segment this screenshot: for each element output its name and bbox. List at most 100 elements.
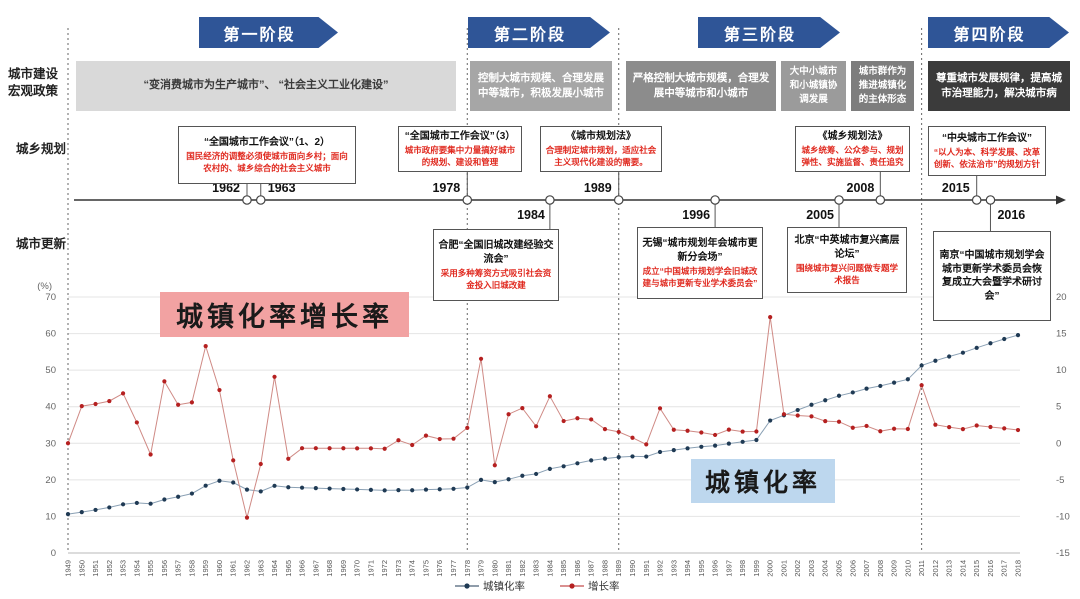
svg-text:1972: 1972	[380, 560, 389, 577]
svg-text:15: 15	[1056, 329, 1067, 340]
svg-text:1964: 1964	[270, 560, 279, 577]
policy-box-phase4: 尊重城市发展规律，提高城市治理能力，解决城市病	[928, 61, 1070, 111]
svg-text:1952: 1952	[105, 560, 114, 577]
phase-banner-1: 第一阶段	[199, 17, 338, 48]
svg-text:2005: 2005	[806, 208, 834, 222]
svg-text:1963: 1963	[268, 181, 296, 195]
svg-text:1955: 1955	[146, 560, 155, 577]
svg-text:1987: 1987	[587, 560, 596, 577]
phase-1-label: 第一阶段	[223, 26, 296, 44]
svg-text:0: 0	[1056, 438, 1061, 449]
phase-banner-2: 第二阶段	[468, 17, 610, 48]
policy-box-phase1: “变消费城市为生产城市”、 “社会主义工业化建设”	[76, 61, 456, 111]
svg-text:1950: 1950	[77, 560, 86, 577]
svg-text:1992: 1992	[656, 560, 665, 577]
svg-text:1995: 1995	[697, 560, 706, 577]
svg-text:1957: 1957	[174, 560, 183, 577]
svg-text:1988: 1988	[600, 560, 609, 577]
svg-text:1960: 1960	[215, 560, 224, 577]
renewal-event-1996-box: 无锡“城市规划年会城市更新分会场” 成立“中国城市规划学会旧城改建与城市更新专业…	[637, 227, 763, 299]
timeline-axis	[74, 195, 1066, 205]
svg-text:1959: 1959	[201, 560, 210, 577]
svg-text:2008: 2008	[876, 560, 885, 577]
svg-text:10: 10	[1056, 365, 1067, 376]
svg-text:2006: 2006	[848, 560, 857, 577]
svg-text:2012: 2012	[931, 560, 940, 577]
planning-event-1962-box: “全国城市工作会议”（1、2） 国民经济的调整必须使城市面向乡村；面向农村的、城…	[178, 126, 356, 184]
svg-text:1954: 1954	[132, 560, 141, 577]
svg-text:1999: 1999	[752, 560, 761, 577]
phase-banner-4: 第四阶段	[928, 17, 1069, 48]
svg-text:2000: 2000	[766, 560, 775, 577]
svg-text:50: 50	[45, 365, 56, 376]
svg-text:-15: -15	[1056, 548, 1070, 559]
event-connector-lines	[246, 172, 991, 231]
svg-text:1978: 1978	[432, 181, 460, 195]
svg-text:1982: 1982	[518, 560, 527, 577]
svg-text:(%): (%)	[37, 281, 52, 292]
timeline-year-markers: 1962 1963 1978 1984 1989 1996 2005 2008 2015 2016	[212, 181, 1025, 222]
svg-text:1984: 1984	[545, 560, 554, 577]
svg-text:1969: 1969	[339, 560, 348, 577]
planning-event-1989-box: 《城市规划法》 合理制定城市规划，适应社会主义现代化建设的需要。	[540, 126, 662, 172]
svg-text:0: 0	[51, 548, 56, 559]
svg-text:2016: 2016	[997, 208, 1025, 222]
svg-text:1968: 1968	[325, 560, 334, 577]
renewal-event-2016-box: 南京“中国城市规划学会城市更新学术委员会恢复成立大会暨学术研讨会”	[933, 231, 1051, 321]
svg-text:2001: 2001	[779, 560, 788, 577]
svg-text:1961: 1961	[229, 560, 238, 577]
svg-text:1985: 1985	[559, 560, 568, 577]
renewal-event-1984-box: 合肥“全国旧城改建经验交流会” 采用多种筹资方式吸引社会资金投入旧城改建	[433, 229, 559, 301]
phase-4-label: 第四阶段	[953, 26, 1026, 44]
svg-text:60: 60	[45, 329, 56, 340]
svg-text:20: 20	[45, 475, 56, 486]
svg-text:1993: 1993	[669, 560, 678, 577]
svg-text:30: 30	[45, 438, 56, 449]
svg-text:城镇化率: 城镇化率	[483, 580, 525, 593]
svg-text:2005: 2005	[835, 560, 844, 577]
planning-event-2008-box: 《城乡规划法》 城乡统筹、公众参与、规划弹性、实施监督、责任追究	[795, 126, 910, 172]
svg-text:1966: 1966	[298, 560, 307, 577]
svg-text:-10: -10	[1056, 511, 1070, 522]
policy-box-phase3a: 严格控制大城市规模，合理发展中等城市和小城市	[626, 61, 776, 111]
phase-3-label: 第三阶段	[723, 26, 796, 44]
svg-text:1963: 1963	[256, 560, 265, 577]
svg-text:1977: 1977	[449, 560, 458, 577]
svg-text:2004: 2004	[821, 560, 830, 577]
chart-x-axis-years: 1949 1950 1951 1952 1953 1954 1955 1956 1957 1958…	[64, 560, 1023, 577]
svg-text:2016: 2016	[986, 560, 995, 577]
svg-text:1951: 1951	[91, 560, 100, 577]
svg-text:1974: 1974	[408, 560, 417, 577]
svg-text:1986: 1986	[573, 560, 582, 577]
svg-text:1975: 1975	[421, 560, 430, 577]
svg-text:20: 20	[1056, 292, 1067, 303]
svg-text:2015: 2015	[942, 181, 970, 195]
svg-text:1958: 1958	[187, 560, 196, 577]
svg-text:1967: 1967	[311, 560, 320, 577]
svg-text:-5: -5	[1056, 475, 1064, 486]
svg-text:1997: 1997	[724, 560, 733, 577]
svg-text:1962: 1962	[212, 181, 240, 195]
svg-text:40: 40	[45, 402, 56, 413]
row-label-planning: 城乡规划	[16, 142, 67, 156]
growth-rate-annotation: 城镇化率增长率	[160, 292, 409, 337]
svg-text:70: 70	[45, 292, 56, 303]
svg-text:1996: 1996	[711, 560, 720, 577]
svg-text:2002: 2002	[793, 560, 802, 577]
svg-text:1973: 1973	[394, 560, 403, 577]
row-label-macro-policy: 城市建设 宏观政策	[8, 67, 59, 98]
svg-text:1996: 1996	[682, 208, 710, 222]
svg-text:1990: 1990	[628, 560, 637, 577]
row-label-renewal: 城市更新	[16, 237, 67, 251]
svg-text:2013: 2013	[945, 560, 954, 577]
svg-text:1949: 1949	[64, 560, 73, 577]
svg-text:2007: 2007	[862, 560, 871, 577]
renewal-event-2005-box: 北京“中英城市复兴高层论坛” 围绕城市复兴问题做专题学术报告	[787, 227, 907, 293]
svg-text:2017: 2017	[1000, 560, 1009, 577]
svg-text:1989: 1989	[584, 181, 612, 195]
chart-axes-labels: (%) 0 10 20 30 40 50 60 70 -15 -10 -5 0 5 10 15 20	[37, 281, 1070, 559]
svg-text:1991: 1991	[642, 560, 651, 577]
svg-text:1994: 1994	[683, 560, 692, 577]
